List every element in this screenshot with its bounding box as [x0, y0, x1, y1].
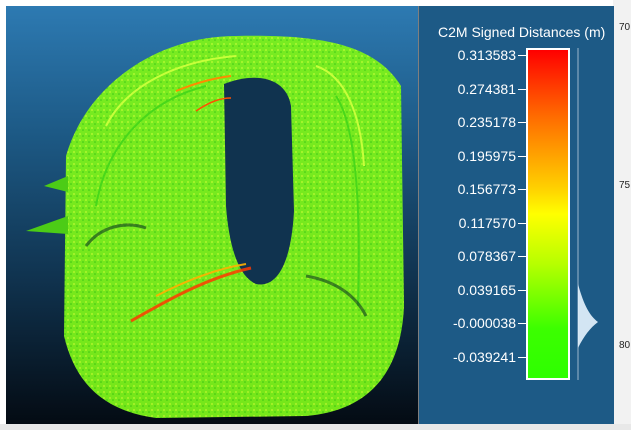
tick-label: 0.039165 [457, 281, 516, 298]
tick-mark [518, 256, 526, 258]
color-scale-bar [526, 48, 570, 380]
tick-mark [518, 189, 526, 191]
tick-mark [518, 289, 526, 291]
tick-label: 0.195975 [457, 147, 516, 164]
distribution-histogram [577, 48, 598, 380]
tick-mark [518, 323, 526, 325]
tick-label: 0.313583 [457, 47, 516, 63]
tick-mark [518, 88, 526, 90]
tick-label: -0.000038 [452, 315, 516, 332]
edge-label-75: 75 [619, 180, 631, 191]
scale-bar-panel [418, 6, 614, 424]
tick-mark [518, 155, 526, 157]
tick-label: 0.274381 [457, 80, 516, 97]
tick-label: 0.156773 [457, 181, 516, 198]
tick-label: 0.078367 [457, 248, 516, 265]
tick-mark [518, 122, 526, 124]
tick-label: -0.039241 [452, 349, 516, 365]
tick-mark [518, 222, 526, 224]
right-margin [613, 0, 631, 430]
point-cloud [26, 35, 404, 419]
scale-title: C2M Signed Distances (m) [438, 24, 606, 40]
tick-label: 0.117570 [458, 214, 516, 231]
tick-label: 0.235178 [457, 114, 516, 131]
edge-label-80: 80 [619, 340, 631, 351]
tick-mark [518, 55, 526, 56]
tick-mark [518, 357, 526, 358]
edge-label-70: 70 [619, 22, 631, 33]
bottom-margin [0, 424, 631, 430]
